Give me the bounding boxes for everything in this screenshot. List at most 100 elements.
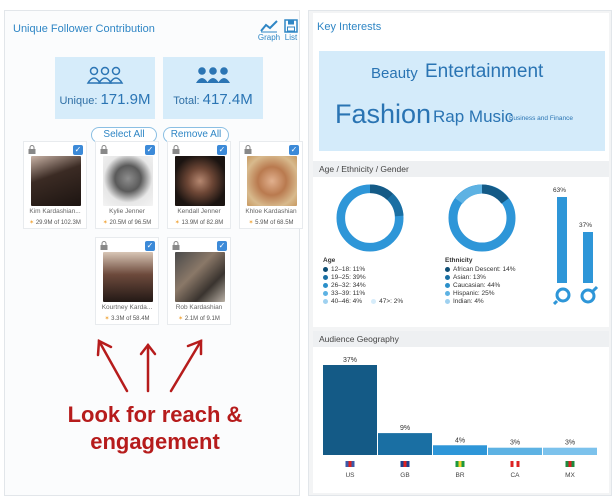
graph-view-button[interactable]: Graph [257, 19, 281, 42]
influencer-card[interactable]: ✓ Kendall Jenner ✶ 13.9M of 82.8M [167, 141, 231, 229]
geo-bar-mx [543, 447, 597, 455]
keyword: Fashion [335, 99, 432, 129]
save-list-icon [284, 19, 298, 33]
star-icon: ✶ [248, 220, 254, 226]
ethnicity-legend-heading: Ethnicity [445, 257, 473, 264]
geo-bar-gb [378, 433, 432, 455]
influencer-reach: ✶ 13.9M of 82.8M [174, 220, 224, 226]
geo-category-label: BR [455, 472, 464, 479]
male-icon [580, 285, 599, 304]
influencer-photo [31, 156, 81, 206]
unique-value: 171.9M [100, 91, 151, 108]
geo-bar-br [433, 445, 487, 455]
geo-value-label: 4% [455, 437, 465, 444]
influencer-name: Rob Kardashian [175, 304, 223, 311]
influencer-name: Kourtney Karda... [101, 304, 153, 311]
graph-label: Graph [257, 33, 281, 42]
legend-row: Indian: 4% [445, 298, 516, 306]
influencer-photo [175, 156, 225, 206]
keyword: Beauty [371, 65, 418, 82]
lock-icon [244, 145, 252, 154]
influencer-photo [103, 252, 153, 302]
influencer-photo [247, 156, 297, 206]
panel-title: Unique Follower Contribution [13, 23, 155, 35]
female-bar [557, 197, 567, 283]
influencer-card[interactable]: ✓ Khloe Kardashian ✶ 5.9M of 68.5M [239, 141, 303, 229]
lock-icon [172, 145, 180, 154]
female-icon [553, 287, 571, 305]
users-outline-icon [55, 65, 155, 85]
demographics-title: Age / Ethnicity / Gender [313, 161, 609, 177]
annotation-line-2: engagement [90, 429, 220, 454]
influencer-reach: ✶ 2.1M of 9.1M [178, 316, 220, 322]
star-icon: ✶ [29, 220, 35, 226]
list-view-button[interactable]: List [279, 19, 303, 42]
list-label: List [284, 33, 298, 42]
flag-stripe [403, 461, 407, 467]
geo-value-label: 3% [510, 440, 520, 447]
influencer-card[interactable]: ✓ Kourtney Karda... ✶ 3.3M of 58.4M [95, 237, 159, 325]
legend-row: 26–32: 34% [323, 282, 403, 290]
lock-icon [100, 145, 108, 154]
legend-row: African Descent: 14% [445, 266, 516, 274]
geo-value-label: 37% [343, 357, 357, 364]
legend-row: Hispanic: 25% [445, 290, 516, 298]
flag-stripe [458, 461, 462, 467]
geo-category-label: GB [400, 472, 409, 479]
geo-category-label: CA [510, 472, 520, 479]
annotation-line-1: Look for reach & [67, 402, 243, 427]
ethnicity-donut-chart [448, 184, 516, 252]
arrows-annotation [96, 339, 203, 393]
checkbox-checked[interactable]: ✓ [73, 145, 83, 155]
lock-icon [100, 241, 108, 250]
unique-follower-panel: Unique Follower Contribution Graph List [4, 10, 303, 496]
total-followers-stat: Total: 417.4M [163, 57, 263, 119]
geography-section: Audience Geography 37% US 9% GB 4% BR 3% CA 3% MX [313, 331, 609, 493]
flag-stripe [513, 461, 517, 467]
total-label: Total: [173, 95, 200, 107]
checkbox-checked[interactable]: ✓ [145, 241, 155, 251]
select-all-button[interactable]: Select All [91, 127, 157, 143]
flag-stripe [568, 461, 572, 467]
geography-title: Audience Geography [313, 331, 609, 347]
geo-category-label: MX [565, 472, 575, 479]
influencer-name: Kylie Jenner [109, 208, 145, 215]
influencer-card[interactable]: ✓ Kim Kardashian... ✶ 29.9M of 102.3M [23, 141, 87, 229]
keyword: Rap Music [433, 107, 514, 126]
key-interests-section: Key Interests Beauty Entertainment Fashi… [313, 13, 609, 163]
legend-row: Asian: 13% [445, 274, 516, 282]
checkbox-checked[interactable]: ✓ [217, 241, 227, 251]
total-value: 417.4M [202, 91, 253, 108]
keyword: Business and Finance [509, 115, 573, 122]
legend-row: 12–18: 11% [323, 266, 403, 274]
influencer-card[interactable]: ✓ Rob Kardashian ✶ 2.1M of 9.1M [167, 237, 231, 325]
interests-cloud: Beauty Entertainment Fashion Rap Music B… [319, 51, 605, 151]
checkbox-checked[interactable]: ✓ [145, 145, 155, 155]
graph-icon [260, 20, 278, 33]
unique-label: Unique: [59, 95, 98, 107]
unique-followers-stat: Unique: 171.9M [55, 57, 155, 119]
influencer-name: Kim Kardashian... [29, 208, 81, 215]
male-bar [583, 232, 593, 283]
geo-value-label: 3% [565, 440, 575, 447]
checkbox-checked[interactable]: ✓ [289, 145, 299, 155]
star-icon: ✶ [104, 316, 110, 322]
influencer-name: Khloe Kardashian [245, 208, 297, 215]
geography-bar-chart: 37% US 9% GB 4% BR 3% CA 3% MX [323, 357, 597, 479]
legend-row: Caucasian: 44% [445, 282, 516, 290]
star-icon: ✶ [174, 220, 180, 226]
legend-row: 40–46: 4% 47>: 2% [323, 298, 403, 306]
influencer-card[interactable]: ✓ Kylie Jenner ✶ 20.5M of 96.5M [95, 141, 159, 229]
lock-icon [28, 145, 36, 154]
keyword: Entertainment [425, 61, 544, 82]
flag-stripe [348, 461, 352, 467]
influencer-name: Kendall Jenner [177, 208, 221, 215]
legend-row: 33–39: 11% [323, 290, 403, 298]
checkbox-checked[interactable]: ✓ [217, 145, 227, 155]
geo-value-label: 9% [400, 425, 410, 432]
geo-bar-ca [488, 447, 542, 455]
female-percent: 63% [553, 187, 567, 194]
star-icon: ✶ [178, 316, 184, 322]
age-legend-heading: Age [323, 257, 336, 264]
demographics-section: Age / Ethnicity / Gender Age 12–18: 11% … [313, 161, 609, 327]
